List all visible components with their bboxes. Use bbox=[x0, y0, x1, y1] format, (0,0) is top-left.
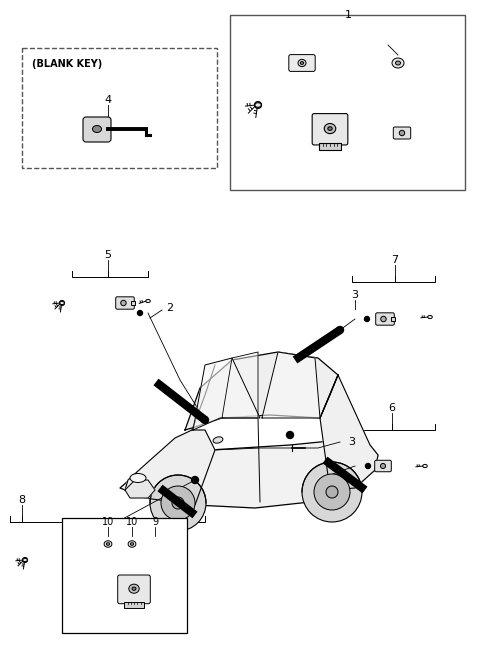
Ellipse shape bbox=[130, 474, 146, 482]
Ellipse shape bbox=[396, 61, 400, 65]
Circle shape bbox=[364, 316, 370, 322]
Ellipse shape bbox=[328, 127, 332, 131]
Ellipse shape bbox=[60, 302, 64, 305]
Ellipse shape bbox=[131, 543, 133, 545]
Text: 7: 7 bbox=[391, 255, 398, 265]
FancyBboxPatch shape bbox=[116, 297, 134, 309]
Circle shape bbox=[314, 474, 350, 510]
Circle shape bbox=[365, 464, 371, 468]
Ellipse shape bbox=[23, 558, 27, 561]
Ellipse shape bbox=[213, 437, 223, 443]
Circle shape bbox=[399, 130, 405, 136]
Bar bbox=[124, 602, 144, 608]
Ellipse shape bbox=[255, 103, 261, 107]
Circle shape bbox=[202, 417, 208, 423]
FancyBboxPatch shape bbox=[118, 575, 150, 604]
Circle shape bbox=[172, 497, 184, 509]
Text: (BLANK KEY): (BLANK KEY) bbox=[32, 59, 102, 69]
Ellipse shape bbox=[324, 123, 336, 133]
Circle shape bbox=[161, 486, 195, 520]
Bar bbox=[22, 48, 217, 168]
Ellipse shape bbox=[107, 543, 109, 545]
Circle shape bbox=[336, 326, 344, 334]
Ellipse shape bbox=[146, 299, 150, 303]
Ellipse shape bbox=[23, 558, 27, 561]
Text: 10: 10 bbox=[126, 517, 138, 527]
FancyBboxPatch shape bbox=[83, 117, 111, 142]
FancyBboxPatch shape bbox=[393, 127, 411, 139]
Ellipse shape bbox=[392, 58, 404, 68]
Bar bbox=[62, 518, 187, 633]
Circle shape bbox=[381, 464, 385, 468]
Ellipse shape bbox=[300, 62, 304, 64]
Polygon shape bbox=[222, 352, 258, 418]
Ellipse shape bbox=[129, 584, 139, 593]
Circle shape bbox=[137, 310, 143, 316]
Polygon shape bbox=[125, 430, 215, 505]
Ellipse shape bbox=[128, 541, 136, 547]
Ellipse shape bbox=[93, 125, 101, 133]
FancyBboxPatch shape bbox=[312, 114, 348, 145]
Ellipse shape bbox=[298, 60, 306, 66]
FancyBboxPatch shape bbox=[375, 460, 391, 472]
Bar bbox=[131, 301, 135, 306]
Text: 4: 4 bbox=[105, 95, 111, 105]
FancyBboxPatch shape bbox=[376, 313, 394, 325]
Polygon shape bbox=[320, 375, 378, 490]
Text: 6: 6 bbox=[388, 403, 396, 413]
Text: 9: 9 bbox=[152, 517, 158, 527]
Polygon shape bbox=[120, 440, 378, 508]
Ellipse shape bbox=[60, 302, 64, 305]
Ellipse shape bbox=[428, 316, 432, 319]
Ellipse shape bbox=[23, 558, 27, 561]
Ellipse shape bbox=[255, 103, 261, 107]
Bar bbox=[230, 15, 465, 190]
Circle shape bbox=[150, 475, 206, 531]
Ellipse shape bbox=[60, 302, 64, 305]
Ellipse shape bbox=[104, 541, 112, 547]
Text: 8: 8 bbox=[18, 495, 25, 505]
Bar bbox=[391, 317, 395, 322]
Bar bbox=[319, 143, 341, 150]
Ellipse shape bbox=[423, 464, 427, 468]
Circle shape bbox=[120, 300, 126, 306]
Ellipse shape bbox=[132, 587, 136, 590]
Text: 3: 3 bbox=[348, 437, 356, 447]
FancyBboxPatch shape bbox=[289, 54, 315, 72]
Polygon shape bbox=[262, 352, 320, 418]
Text: 10: 10 bbox=[102, 517, 114, 527]
Circle shape bbox=[326, 486, 338, 498]
Text: 2: 2 bbox=[167, 303, 174, 313]
Polygon shape bbox=[185, 352, 338, 430]
Text: 1: 1 bbox=[345, 10, 351, 20]
Circle shape bbox=[192, 476, 199, 484]
Circle shape bbox=[287, 431, 293, 438]
Text: 3: 3 bbox=[351, 290, 359, 300]
Circle shape bbox=[302, 462, 362, 522]
Polygon shape bbox=[193, 358, 260, 430]
Polygon shape bbox=[125, 480, 155, 498]
Circle shape bbox=[381, 316, 386, 322]
Ellipse shape bbox=[255, 103, 261, 107]
Text: 5: 5 bbox=[105, 250, 111, 260]
